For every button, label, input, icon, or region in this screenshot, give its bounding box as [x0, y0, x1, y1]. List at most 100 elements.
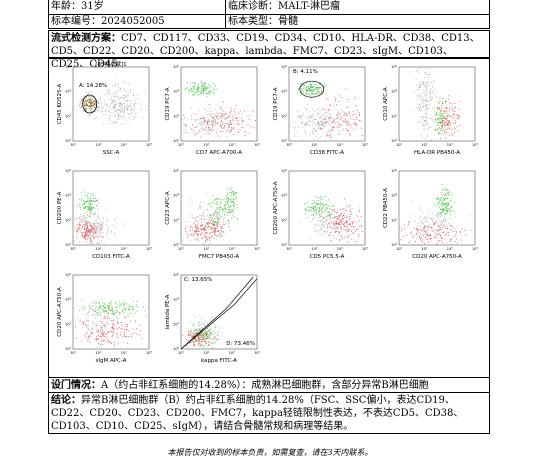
- event-dot: [84, 220, 86, 222]
- event-dot: [446, 210, 448, 212]
- event-dot: [425, 105, 427, 107]
- event-dot: [425, 225, 427, 227]
- event-dot: [200, 221, 202, 223]
- event-dot: [88, 209, 90, 211]
- event-dot: [222, 130, 224, 132]
- event-dot: [448, 194, 450, 196]
- event-dot: [421, 136, 423, 138]
- event-dot: [85, 227, 87, 229]
- event-dot: [447, 122, 449, 124]
- event-dot: [300, 88, 302, 90]
- event-dot: [339, 113, 341, 115]
- event-dot: [90, 204, 92, 206]
- event-dot: [206, 222, 208, 224]
- y-tick-label: 10⁴: [391, 90, 397, 94]
- event-dot: [317, 220, 320, 222]
- event-dot: [358, 113, 360, 115]
- event-dot: [302, 88, 304, 90]
- event-dot: [204, 82, 206, 84]
- event-dot: [443, 219, 445, 221]
- event-dot: [85, 221, 87, 223]
- event-dot: [95, 204, 98, 206]
- event-dot: [428, 126, 430, 128]
- event-dot: [208, 103, 210, 106]
- event-dot: [216, 221, 218, 223]
- event-dot: [351, 229, 353, 231]
- event-dot: [119, 111, 121, 113]
- event-dot: [125, 96, 127, 99]
- event-dot: [429, 95, 431, 97]
- event-dot: [428, 231, 430, 233]
- event-dot: [102, 329, 104, 331]
- event-dot: [426, 84, 428, 86]
- event-dot: [95, 116, 97, 118]
- event-dot: [123, 89, 125, 91]
- event-dot: [87, 202, 89, 204]
- event-dot: [239, 128, 241, 130]
- event-dot: [208, 234, 210, 236]
- event-dot: [79, 203, 81, 205]
- event-dot: [92, 321, 94, 323]
- event-dot: [199, 207, 202, 209]
- event-dot: [227, 200, 230, 202]
- event-dot: [335, 122, 337, 124]
- event-dot: [185, 125, 187, 127]
- x-axis-label: HLA-DR PB450-A: [414, 150, 460, 156]
- event-dot: [196, 90, 198, 92]
- event-dot: [297, 111, 299, 113]
- event-dot: [351, 213, 353, 215]
- event-dot: [115, 311, 117, 314]
- event-dot: [430, 218, 433, 220]
- event-dot: [97, 90, 99, 92]
- event-dot: [303, 84, 306, 86]
- event-dot: [441, 199, 443, 201]
- event-dot: [135, 304, 137, 306]
- event-dot: [207, 113, 209, 115]
- x-tick-label: 10²: [95, 247, 101, 251]
- event-dot: [86, 228, 88, 230]
- event-dot: [355, 124, 357, 126]
- event-dot: [111, 99, 113, 101]
- event-dot: [425, 220, 428, 222]
- event-dot: [231, 127, 233, 129]
- event-dot: [205, 121, 207, 123]
- event-dot: [311, 214, 313, 216]
- event-dot: [107, 314, 109, 316]
- event-dot: [99, 236, 101, 238]
- event-dot: [212, 223, 214, 225]
- event-dot: [210, 115, 212, 117]
- event-dot: [204, 225, 207, 227]
- event-dot: [141, 338, 143, 340]
- protocol: 流式检测方案：CD7、CD117、CD33、CD19、CD34、CD10、HLA…: [48, 30, 490, 70]
- event-dot: [343, 223, 345, 225]
- event-dot: [196, 232, 198, 234]
- event-dot: [85, 100, 87, 102]
- event-dot: [414, 220, 416, 222]
- event-dot: [314, 129, 317, 131]
- event-dot: [127, 91, 129, 94]
- event-dot: [114, 103, 116, 105]
- event-dot: [94, 213, 96, 215]
- event-dot: [90, 110, 92, 112]
- event-dot: [91, 309, 93, 311]
- event-dot: [297, 93, 299, 95]
- event-dot: [194, 82, 196, 84]
- event-dot: [209, 232, 211, 234]
- event-dot: [325, 219, 327, 221]
- event-dot: [114, 105, 116, 107]
- event-dot: [310, 120, 312, 123]
- event-dot: [441, 127, 443, 129]
- event-dot: [436, 233, 438, 235]
- event-dot: [89, 223, 91, 225]
- event-dot: [317, 126, 320, 128]
- event-dot: [211, 223, 213, 225]
- event-dot: [311, 93, 314, 95]
- event-dot: [89, 229, 92, 231]
- event-dot: [204, 125, 206, 127]
- event-dot: [194, 333, 196, 335]
- event-dot: [101, 322, 103, 324]
- event-dot: [213, 231, 215, 233]
- event-dot: [356, 118, 358, 120]
- event-dot: [421, 121, 423, 123]
- event-dot: [418, 235, 420, 237]
